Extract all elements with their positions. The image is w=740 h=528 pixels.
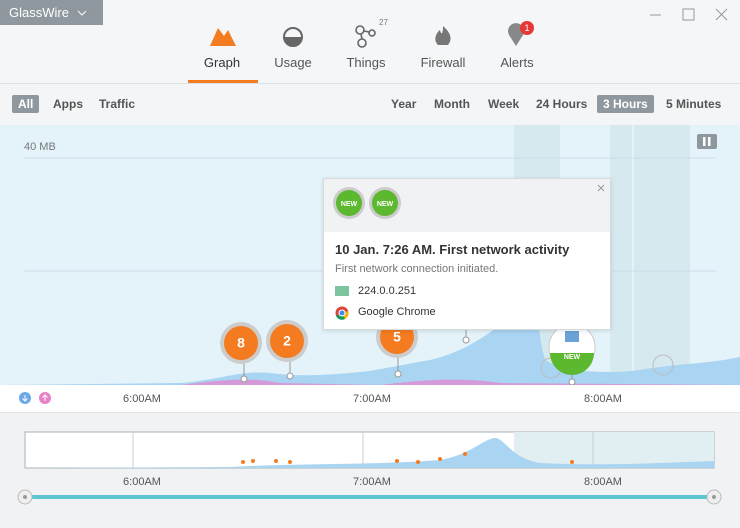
legend-icons <box>19 392 51 404</box>
marker-count: 8 <box>237 335 245 351</box>
event-marker[interactable]: 8 <box>220 322 262 383</box>
marker-count: 5 <box>393 329 401 345</box>
event-marker[interactable]: 2 <box>266 320 308 380</box>
popup-badges: NEW NEW <box>333 187 401 219</box>
alerts-badge-dot <box>520 21 534 35</box>
tab[interactable]: Alerts <box>500 55 534 70</box>
popup-anchor <box>462 336 470 344</box>
firewall-icon <box>435 26 451 45</box>
active-tab-indicator <box>188 80 258 83</box>
filter-button[interactable]: Apps <box>53 97 83 111</box>
overview-time-label: 7:00AM <box>353 476 391 488</box>
pause-button[interactable] <box>697 134 717 149</box>
overview-area <box>25 438 714 468</box>
filter-button[interactable]: All <box>12 95 40 113</box>
scale-label: 40 MB <box>24 141 56 153</box>
time-label: 6:00AM <box>123 393 161 405</box>
overview-time-label: 8:00AM <box>584 476 622 488</box>
chevron-icon <box>77 10 86 16</box>
tab-icons: 27 1 <box>188 18 534 83</box>
highlight-band <box>610 125 632 385</box>
time-axis <box>0 385 740 413</box>
range-button[interactable]: Year <box>391 97 417 111</box>
new-app-marker[interactable]: NEW <box>548 323 596 385</box>
time-label: 8:00AM <box>584 393 622 405</box>
tab[interactable]: Things <box>346 55 386 70</box>
tab[interactable]: Usage <box>274 55 312 70</box>
popup-subtitle: First network connection initiated. <box>335 263 499 275</box>
alerts-badge: 1 <box>524 23 529 33</box>
popup-title: 10 Jan. 7:26 AM. First network activity <box>335 242 570 257</box>
popup-item: Google Chrome <box>358 306 436 318</box>
event-popup: NEW NEW 10 Jan. 7:26 AM. First network a… <box>323 178 611 330</box>
range-button[interactable]: Week <box>488 97 520 111</box>
network-icon <box>335 286 349 296</box>
filter-button[interactable]: Traffic <box>99 97 136 111</box>
range-button[interactable]: Month <box>434 97 470 111</box>
things-icon <box>355 25 376 48</box>
popup-item: 224.0.0.251 <box>358 285 417 297</box>
highlight-band <box>634 125 690 385</box>
popup-close[interactable] <box>596 183 606 193</box>
overview-timeline <box>0 413 740 528</box>
range-button[interactable]: 24 Hours <box>536 97 588 111</box>
alerts-icon <box>508 23 524 46</box>
marker-count: 2 <box>283 333 291 349</box>
new-label: NEW <box>564 354 581 361</box>
top-bar <box>0 0 740 84</box>
graph-icon <box>210 28 236 46</box>
event-dots <box>241 452 574 464</box>
tab[interactable]: Firewall <box>420 55 466 70</box>
overview-time-label: 6:00AM <box>123 476 161 488</box>
close-button[interactable] <box>715 8 728 21</box>
new-badge: NEW <box>377 201 394 208</box>
chrome-icon <box>335 306 349 320</box>
range-button[interactable]: 5 Minutes <box>666 97 722 111</box>
time-label: 7:00AM <box>353 393 391 405</box>
download-area <box>0 205 740 385</box>
app-marker-faded <box>652 354 674 376</box>
tab[interactable]: Graph <box>203 55 241 70</box>
app-menu[interactable]: GlassWire <box>0 0 103 25</box>
upload-area <box>180 379 740 385</box>
app-title: GlassWire <box>9 5 69 20</box>
maximize-button[interactable] <box>682 8 695 21</box>
new-badge: NEW <box>341 201 358 208</box>
window-controls <box>650 8 728 21</box>
range-button[interactable]: 3 Hours <box>597 95 654 113</box>
range-slider[interactable] <box>25 495 714 499</box>
things-badge: 27 <box>379 18 388 27</box>
